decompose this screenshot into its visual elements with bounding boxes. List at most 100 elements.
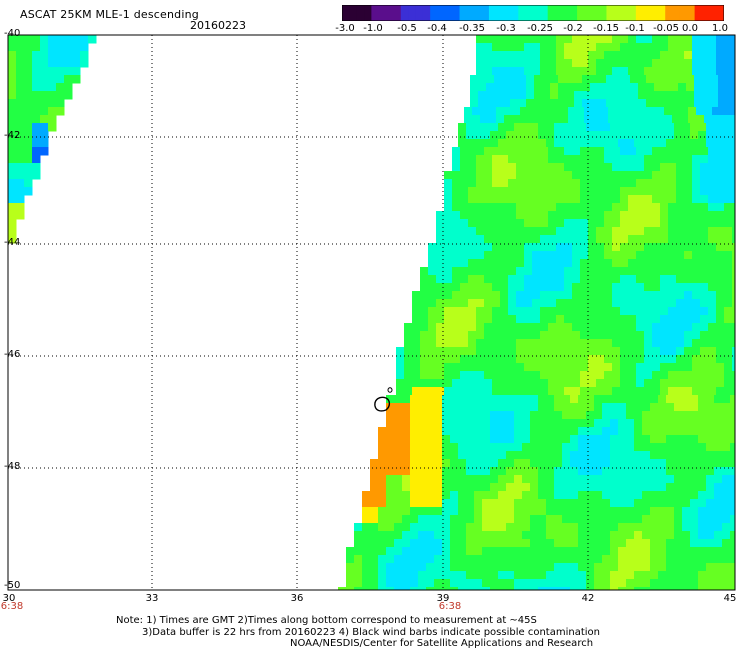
mle-cell	[548, 35, 557, 44]
mle-cell	[378, 475, 387, 484]
mle-cell	[450, 467, 459, 476]
mle-cell	[88, 35, 97, 44]
mle-cell	[588, 51, 597, 60]
mle-cell	[386, 507, 395, 516]
colorbar-tick-label: -0.15	[593, 23, 619, 34]
mle-cell	[636, 203, 645, 212]
mle-cell	[650, 131, 659, 140]
mle-cell	[428, 331, 437, 340]
mle-cell	[700, 315, 709, 324]
mle-cell	[418, 499, 427, 508]
mle-cell	[426, 475, 435, 484]
mle-cell	[484, 379, 493, 388]
mle-cell	[444, 227, 453, 236]
mle-cell	[706, 467, 715, 476]
mle-cell	[548, 195, 557, 204]
mle-cell	[470, 91, 479, 100]
mle-cell	[610, 555, 619, 564]
mle-cell	[604, 147, 613, 156]
mle-cell	[620, 187, 629, 196]
mle-cell	[370, 531, 379, 540]
mle-cell	[524, 307, 533, 316]
mle-cell	[506, 571, 515, 580]
mle-cell	[708, 291, 717, 300]
colorbar-swatch	[555, 5, 563, 21]
mle-cell	[602, 507, 611, 516]
mle-cell	[706, 411, 715, 420]
mle-cell	[484, 283, 493, 292]
mle-cell	[706, 555, 715, 564]
mle-cell	[628, 211, 637, 220]
mle-cell	[516, 51, 525, 60]
mle-cell	[586, 131, 595, 140]
mle-cell	[588, 163, 597, 172]
mle-cell	[476, 243, 485, 252]
mle-cell	[540, 147, 549, 156]
mle-cell	[506, 435, 515, 444]
mle-cell	[16, 203, 25, 212]
mle-cell	[490, 459, 499, 468]
mle-cell	[586, 395, 595, 404]
mle-cell	[660, 379, 669, 388]
mle-cell	[546, 515, 555, 524]
mle-cell	[642, 491, 651, 500]
mle-cell	[676, 219, 685, 228]
mle-cell	[586, 403, 595, 412]
mle-cell	[674, 563, 683, 572]
mle-cell	[540, 283, 549, 292]
mle-cell	[698, 451, 707, 460]
mle-cell	[618, 139, 627, 148]
mle-cell	[426, 403, 435, 412]
mle-cell	[466, 467, 475, 476]
colorbar-swatch	[349, 5, 358, 21]
mle-cell	[500, 219, 509, 228]
mle-cell	[610, 411, 619, 420]
mle-cell	[40, 83, 49, 92]
mle-cell	[476, 315, 485, 324]
mle-cell	[436, 363, 445, 372]
mle-cell	[700, 355, 709, 364]
mle-cell	[730, 499, 735, 508]
mle-cell	[700, 387, 709, 396]
mle-cell	[514, 523, 523, 532]
mle-cell	[628, 163, 637, 172]
mle-cell	[436, 227, 445, 236]
mle-cell	[500, 171, 509, 180]
mle-cell	[532, 275, 541, 284]
mle-cell	[530, 563, 539, 572]
mle-cell	[16, 107, 25, 116]
mle-cell	[596, 387, 605, 396]
mle-cell	[492, 235, 501, 244]
mle-cell	[524, 299, 533, 308]
mle-cell	[634, 555, 643, 564]
mle-cell	[548, 203, 557, 212]
mle-cell	[362, 491, 371, 500]
mle-cell	[578, 427, 587, 436]
mle-cell	[418, 403, 427, 412]
mle-cell	[706, 475, 715, 484]
mle-cell	[476, 323, 485, 332]
mle-cell	[442, 411, 451, 420]
mle-cell	[556, 291, 565, 300]
mle-cell	[564, 379, 573, 388]
colorbar-tick-label: -3.0	[335, 23, 355, 34]
mle-cell	[460, 163, 469, 172]
mle-cell	[518, 83, 527, 92]
mle-cell	[732, 275, 735, 284]
mle-cell	[666, 403, 675, 412]
mle-cell	[412, 387, 421, 396]
mle-cell	[636, 187, 645, 196]
mle-cell	[562, 515, 571, 524]
mle-cell	[610, 571, 619, 580]
mle-cell	[500, 163, 509, 172]
mle-cell	[694, 75, 703, 84]
mle-cell	[530, 451, 539, 460]
mle-cell	[722, 419, 731, 428]
mle-cell	[572, 171, 581, 180]
mle-cell	[514, 531, 523, 540]
mle-cell	[662, 91, 671, 100]
mle-cell	[426, 451, 435, 460]
mle-cell	[586, 475, 595, 484]
mle-cell	[660, 155, 669, 164]
mle-cell	[554, 483, 563, 492]
